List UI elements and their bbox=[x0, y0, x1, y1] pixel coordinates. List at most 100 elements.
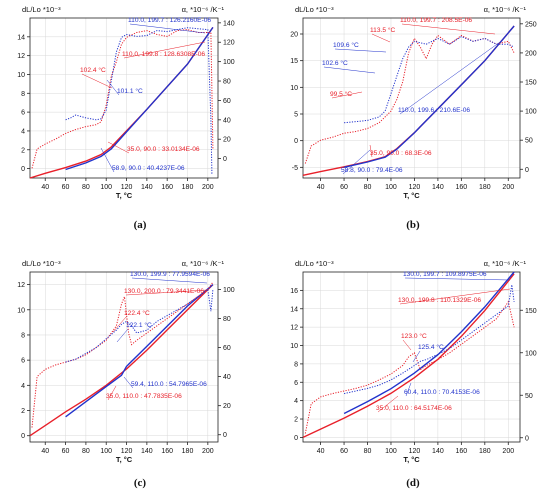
annotation-label: 123.0 °C bbox=[401, 332, 427, 340]
x-tick-label: 100 bbox=[100, 448, 112, 455]
plot-frame bbox=[302, 271, 521, 443]
annotation-leader-line bbox=[131, 277, 208, 284]
x-tick-label: 180 bbox=[479, 448, 491, 455]
y-right-tick-label: 0 bbox=[223, 432, 227, 439]
annotation-label: 99.5 °C bbox=[330, 90, 352, 98]
annotation-label: 109.6 °C bbox=[333, 41, 359, 49]
y-right-tick-label: 200 bbox=[525, 50, 537, 57]
annotation-leader-line bbox=[404, 277, 511, 281]
y-right-tick-label: 0 bbox=[525, 435, 529, 442]
annotation-label: 58.9, 90.0 : 40.4237E-06 bbox=[112, 165, 185, 172]
y-left-tick-label: 6 bbox=[21, 358, 25, 365]
annotation-leader-line bbox=[371, 33, 391, 43]
annotation-label: 35.0, 110.0 : 64.5174E-06 bbox=[376, 405, 452, 412]
annotation-label: 130.0, 199.9 : 77.9594E-06 bbox=[130, 271, 210, 278]
series-red-dotted-line bbox=[31, 281, 214, 428]
x-tick-label: 80 bbox=[364, 448, 372, 455]
annotation-leader-line bbox=[399, 288, 511, 305]
y-left-tick-label: 0 bbox=[21, 433, 25, 440]
y-left-tick-label: 14 bbox=[290, 306, 298, 313]
annotation-label: 59.4, 110.0 : 54.7965E-06 bbox=[131, 381, 207, 388]
annotation-label: 35.0, 90.0 : 33.0134E-06 bbox=[127, 146, 200, 153]
series-red-solid-line bbox=[302, 273, 515, 439]
x-tick-label: 60 bbox=[340, 184, 348, 191]
annotation-leader-line bbox=[334, 48, 387, 53]
y-left-tick-label: 12 bbox=[17, 282, 25, 289]
x-tick-label: 80 bbox=[364, 184, 372, 191]
x-tick-label: 60 bbox=[62, 184, 70, 191]
y-right-tick-label: 150 bbox=[525, 308, 537, 315]
y-left-tick-label: 4 bbox=[294, 398, 298, 405]
x-tick-label: 40 bbox=[317, 184, 325, 191]
annotation-leader-line bbox=[112, 316, 127, 333]
x-tick-label: 200 bbox=[202, 184, 214, 191]
annotation-leader-line bbox=[323, 66, 376, 74]
y-right-tick-label: 20 bbox=[223, 137, 231, 144]
x-tick-label: 120 bbox=[121, 184, 133, 191]
x-axis-label: T, °C bbox=[116, 455, 133, 464]
y-left-axis-label: dL/Lo *10⁻³ bbox=[22, 5, 61, 14]
x-tick-label: 40 bbox=[41, 184, 49, 191]
series-blue-solid-line bbox=[65, 284, 214, 418]
y-left-axis-label: dL/Lo *10⁻³ bbox=[295, 5, 334, 14]
y-left-tick-label: 4 bbox=[21, 383, 25, 390]
y-right-tick-label: 50 bbox=[525, 393, 533, 400]
x-tick-label: 200 bbox=[502, 184, 514, 191]
panel-caption: (d) bbox=[406, 477, 420, 489]
annotation-label: 102.4 °C bbox=[80, 66, 106, 74]
plot-frame bbox=[29, 17, 219, 179]
x-tick-label: 100 bbox=[100, 184, 112, 191]
y-right-tick-label: 60 bbox=[223, 98, 231, 105]
y-right-tick-label: 20 bbox=[223, 403, 231, 410]
annotation-label: 35.0, 90.0 : 68.3E-06 bbox=[370, 150, 432, 157]
series-blue-dotted-line bbox=[65, 288, 214, 363]
y-right-tick-label: 120 bbox=[223, 40, 235, 47]
y-right-tick-label: 100 bbox=[525, 109, 537, 116]
chart-panel-d: 40 60 80 100 120 140 160 180 2000246810121416050… bbox=[290, 259, 537, 464]
annotation-label: 110.0, 199.7 : 208.5E-06 bbox=[400, 17, 472, 24]
annotation-leader-line bbox=[401, 23, 496, 35]
annotation-leader-line bbox=[342, 149, 371, 175]
y-left-tick-label: 5 bbox=[294, 112, 298, 119]
y-left-tick-label: 20 bbox=[290, 32, 298, 39]
annotation-label: 122.4 °C bbox=[124, 309, 150, 317]
x-tick-label: 140 bbox=[141, 448, 153, 455]
series-red-dotted-line bbox=[31, 29, 214, 169]
annotation-label: 110.0, 199.6 : 210.6E-06 bbox=[398, 107, 470, 114]
x-tick-label: 120 bbox=[409, 184, 421, 191]
annotation-leader-line bbox=[81, 73, 113, 89]
x-tick-label: 80 bbox=[82, 448, 90, 455]
y-right-tick-label: 40 bbox=[223, 117, 231, 124]
y-left-axis-label: dL/Lo *10⁻³ bbox=[295, 259, 334, 268]
x-tick-label: 120 bbox=[121, 448, 133, 455]
y-left-tick-label: 0 bbox=[294, 435, 298, 442]
y-right-tick-label: 60 bbox=[223, 345, 231, 352]
annotation-leader-line bbox=[107, 141, 130, 154]
y-right-axis-label: α, *10⁻⁶ /K⁻¹ bbox=[484, 5, 527, 14]
x-tick-label: 140 bbox=[432, 184, 444, 191]
x-axis-label: T, °C bbox=[403, 191, 420, 200]
series-red-dotted-line bbox=[304, 300, 515, 434]
y-right-axis-label: α, *10⁻⁶ /K⁻¹ bbox=[182, 259, 225, 268]
chart-panel-c: 40 60 80 100 120 140 160 180 2000246810120204060… bbox=[17, 259, 235, 464]
y-left-tick-label: 0 bbox=[294, 138, 298, 145]
x-tick-label: 100 bbox=[385, 448, 397, 455]
y-left-tick-label: 6 bbox=[294, 380, 298, 387]
y-left-tick-label: 10 bbox=[290, 85, 298, 92]
y-right-tick-label: 100 bbox=[223, 287, 235, 294]
plot-frame bbox=[302, 17, 521, 179]
x-tick-label: 160 bbox=[161, 448, 173, 455]
annotation-leader-line bbox=[412, 350, 421, 363]
y-left-tick-label: 8 bbox=[21, 91, 25, 98]
annotation-leader-line bbox=[402, 339, 412, 351]
y-left-tick-label: 8 bbox=[294, 361, 298, 368]
panel-caption: (b) bbox=[406, 219, 420, 231]
series-blue-solid-line bbox=[343, 25, 515, 168]
x-tick-label: 40 bbox=[317, 448, 325, 455]
series-red-solid-line bbox=[29, 284, 214, 437]
annotation-leader-line bbox=[116, 328, 129, 343]
x-tick-label: 60 bbox=[340, 448, 348, 455]
panel-caption: (c) bbox=[134, 477, 147, 489]
y-right-tick-label: 80 bbox=[223, 316, 231, 323]
